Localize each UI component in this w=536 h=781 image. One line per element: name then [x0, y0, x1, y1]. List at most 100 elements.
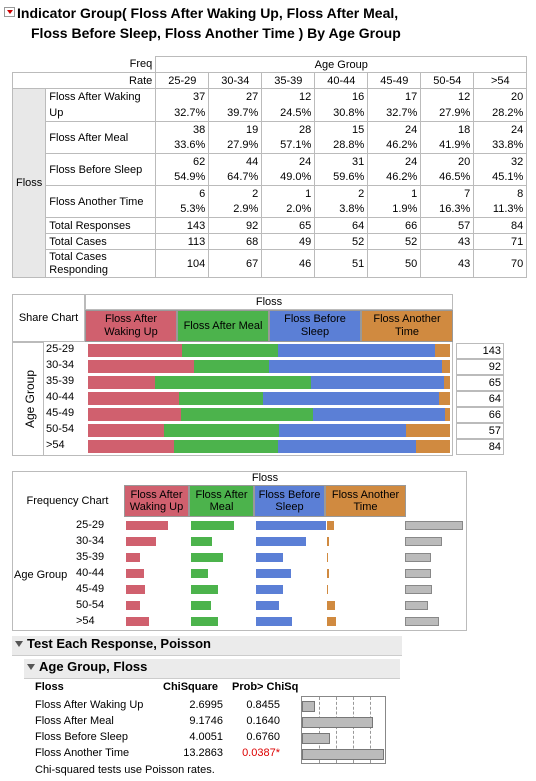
- share-row-label: 35-39: [46, 375, 75, 387]
- freq-bar: [256, 553, 284, 562]
- share-segment: [277, 344, 435, 357]
- freq-cell: 31: [314, 153, 369, 170]
- rate-cell: 45.1%: [473, 169, 528, 186]
- share-row-total: 64: [456, 391, 504, 407]
- share-group-title: Floss: [85, 294, 453, 310]
- test-row-name: Floss After Meal: [35, 715, 114, 727]
- rate-cell: 1.9%: [367, 201, 422, 218]
- freq-bar: [126, 521, 168, 530]
- share-segment: [438, 392, 450, 405]
- freq-row-label: >54: [76, 615, 95, 627]
- rate-cell: 64.7%: [208, 169, 263, 186]
- freq-bar: [126, 553, 140, 562]
- row-label: Floss Another Time: [45, 185, 157, 218]
- freq-bar: [191, 521, 234, 530]
- freq-bar: [191, 553, 223, 562]
- prob-bar: [302, 701, 316, 712]
- rate-cell: 59.6%: [314, 169, 369, 186]
- share-segment: [88, 360, 195, 373]
- freq-cell: 7: [420, 185, 475, 202]
- col-prob: Prob> ChiSq: [232, 681, 299, 693]
- share-segment: [88, 440, 175, 453]
- col-floss: Floss: [35, 681, 64, 693]
- share-header-4: Floss Another Time: [361, 310, 453, 342]
- rate-cell: 11.3%: [473, 201, 528, 218]
- rate-cell: 28.8%: [314, 137, 369, 154]
- share-segment: [442, 360, 450, 373]
- freq-cell: 32: [473, 153, 528, 170]
- share-segment: [164, 424, 279, 437]
- share-header-1: Floss After Waking Up: [85, 310, 177, 342]
- freq-total-bar: [405, 601, 429, 610]
- freq-bar: [256, 569, 291, 578]
- freq-row-label: 25-29: [76, 519, 105, 531]
- total-cell: 71: [473, 233, 528, 250]
- test-row-prob: 0.1640: [246, 715, 280, 727]
- column-header: 45-49: [367, 72, 422, 89]
- total-cell: 64: [314, 217, 369, 234]
- share-segment: [88, 344, 182, 357]
- test-subsection-header[interactable]: Age Group, Floss: [24, 659, 400, 679]
- share-segment: [88, 392, 179, 405]
- rate-cell: 3.8%: [314, 201, 369, 218]
- total-cell: 68: [208, 233, 263, 250]
- rate-cell: 2.0%: [261, 201, 316, 218]
- share-row-label: >54: [46, 439, 65, 451]
- share-row-total: 57: [456, 423, 504, 439]
- freq-cell: 37: [155, 88, 210, 105]
- disclosure-icon[interactable]: [15, 641, 23, 647]
- total-cell: 49: [261, 233, 316, 250]
- freq-cell: 16: [314, 88, 369, 105]
- red-triangle-menu-icon[interactable]: [4, 7, 15, 17]
- freq-chart-title: Frequency Chart: [26, 494, 109, 507]
- share-segment: [263, 392, 439, 405]
- prob-plot-gridline: [370, 697, 371, 763]
- test-section-header[interactable]: Test Each Response, Poisson: [12, 636, 402, 656]
- prob-bar: [302, 717, 374, 728]
- freq-row-label: 45-49: [76, 583, 105, 595]
- share-row-total: 84: [456, 439, 504, 455]
- test-row-chisq: 13.2863: [183, 747, 223, 759]
- freq-header-2: Floss After Meal: [189, 485, 254, 517]
- share-segment: [174, 440, 278, 453]
- freq-cell: 18: [420, 121, 475, 138]
- share-segment: [269, 360, 443, 373]
- rate-cell: 30.8%: [314, 105, 369, 122]
- report-header: Indicator Group( Floss After Waking Up, …: [0, 0, 536, 44]
- freq-cell: 28: [261, 121, 316, 138]
- share-row-total: 143: [456, 343, 504, 359]
- rate-cell: 49.0%: [261, 169, 316, 186]
- freq-bar: [327, 617, 337, 626]
- freq-cell: 2: [208, 185, 263, 202]
- share-segment: [194, 360, 269, 373]
- share-segment: [178, 392, 264, 405]
- share-segment: [312, 408, 445, 421]
- total-cell: 67: [208, 249, 263, 278]
- freq-cell: 1: [261, 185, 316, 202]
- rate-cell: 2.9%: [208, 201, 263, 218]
- report-title-line2: Floss Before Sleep, Floss Another Time )…: [31, 25, 401, 41]
- freq-cell: 2: [314, 185, 369, 202]
- total-cell: 92: [208, 217, 263, 234]
- freq-cell: 12: [420, 88, 475, 105]
- rate-cell: 57.1%: [261, 137, 316, 154]
- disclosure-icon[interactable]: [27, 664, 35, 670]
- share-segment: [434, 344, 450, 357]
- total-cell: 43: [420, 233, 475, 250]
- share-segment: [415, 440, 450, 453]
- prob-plot: [301, 696, 386, 764]
- total-label: Total Responses: [45, 217, 157, 234]
- freq-cell: 24: [367, 121, 422, 138]
- total-cell: 113: [155, 233, 210, 250]
- share-segment: [88, 424, 165, 437]
- freq-cell: 12: [261, 88, 316, 105]
- freq-cell: 44: [208, 153, 263, 170]
- share-segment: [88, 408, 182, 421]
- freq-row-label: 50-54: [76, 599, 105, 611]
- test-row-chisq: 2.6995: [189, 699, 223, 711]
- column-header: 35-39: [261, 72, 316, 89]
- share-row-total: 92: [456, 359, 504, 375]
- freq-cell: 1: [367, 185, 422, 202]
- rate-cell: 33.8%: [473, 137, 528, 154]
- share-segment: [181, 408, 313, 421]
